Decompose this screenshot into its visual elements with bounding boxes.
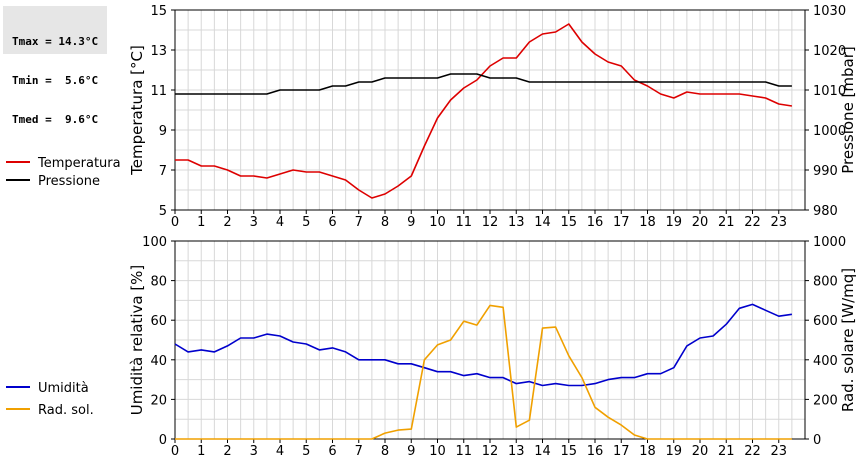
y-tick-label-right: 1020 bbox=[813, 44, 846, 59]
x-tick-label: 5 bbox=[302, 444, 310, 459]
y-axis-title-right: Pressione [mbar] bbox=[839, 46, 857, 174]
y-tick-label-left: 5 bbox=[159, 204, 167, 219]
x-tick-label: 7 bbox=[355, 215, 363, 230]
x-tick-label: 2 bbox=[223, 444, 231, 459]
y-tick-label-right: 1010 bbox=[813, 84, 846, 99]
legend-label: Pressione bbox=[38, 174, 100, 189]
x-tick-label: 11 bbox=[455, 215, 472, 230]
y-tick-label-left: 11 bbox=[150, 84, 167, 99]
y-tick-label-right: 980 bbox=[813, 204, 838, 219]
stat-tmin: Tmin = 5.6°C bbox=[12, 74, 99, 87]
x-tick-label: 11 bbox=[455, 444, 472, 459]
x-tick-label: 13 bbox=[508, 444, 525, 459]
y-axis-title-left: Umidità relativa [%] bbox=[128, 265, 146, 416]
x-tick-label: 10 bbox=[429, 444, 446, 459]
y-axis-title-left: Temperatura [°C] bbox=[128, 45, 146, 176]
x-tick-label: 20 bbox=[692, 215, 709, 230]
x-tick-label: 15 bbox=[560, 444, 577, 459]
y-tick-label-left: 15 bbox=[150, 4, 167, 19]
x-tick-label: 17 bbox=[613, 215, 630, 230]
x-tick-label: 19 bbox=[665, 444, 682, 459]
y-tick-label-left: 9 bbox=[159, 124, 167, 139]
x-tick-label: 10 bbox=[429, 215, 446, 230]
x-tick-label: 22 bbox=[744, 215, 761, 230]
chart-panel-1: 0 1 2 3 4 5 6 7 8 9 10 11 12 13 14 15 16 17 18 19 20 21 22 2357… bbox=[6, 4, 857, 230]
x-tick-label: 12 bbox=[482, 444, 499, 459]
series-line-1-2 bbox=[175, 73, 792, 95]
x-tick-label: 1 bbox=[197, 215, 205, 230]
x-tick-label: 3 bbox=[250, 444, 258, 459]
y-tick-label-left: 40 bbox=[150, 354, 167, 369]
series-line-2-2 bbox=[175, 304, 792, 440]
x-tick-label: 0 bbox=[171, 215, 179, 230]
x-tick-label: 23 bbox=[770, 215, 787, 230]
x-tick-label: 20 bbox=[692, 444, 709, 459]
y-tick-label-right: 1000 bbox=[813, 235, 846, 250]
x-tick-label: 14 bbox=[534, 215, 551, 230]
x-tick-label: 16 bbox=[587, 215, 604, 230]
x-tick-label: 15 bbox=[560, 215, 577, 230]
stat-tmax: Tmax = 14.3°C bbox=[12, 35, 99, 48]
y-tick-label-left: 80 bbox=[150, 275, 167, 290]
x-tick-label: 8 bbox=[381, 444, 389, 459]
x-tick-label: 1 bbox=[197, 444, 205, 459]
y-tick-label-right: 800 bbox=[813, 275, 838, 290]
y-tick-label-left: 20 bbox=[150, 393, 167, 408]
y-tick-label-left: 100 bbox=[142, 235, 167, 250]
x-tick-label: 16 bbox=[587, 444, 604, 459]
x-tick-label: 0 bbox=[171, 444, 179, 459]
x-tick-label: 2 bbox=[223, 215, 231, 230]
x-tick-label: 3 bbox=[250, 215, 258, 230]
x-tick-label: 13 bbox=[508, 215, 525, 230]
y-tick-label-left: 0 bbox=[159, 433, 167, 448]
x-tick-label: 18 bbox=[639, 444, 656, 459]
chart-panel-2: 0 1 2 3 4 5 6 7 8 9 10 11 12 13 14 15 16 17 18 19 20 21 22 2302… bbox=[6, 235, 857, 459]
x-tick-label: 23 bbox=[770, 444, 787, 459]
y-tick-label-left: 13 bbox=[150, 44, 167, 59]
y-tick-label-right: 0 bbox=[813, 433, 821, 448]
series-line-1-1 bbox=[175, 23, 793, 199]
x-tick-label: 6 bbox=[328, 444, 336, 459]
y-tick-label-right: 990 bbox=[813, 164, 838, 179]
x-tick-label: 5 bbox=[302, 215, 310, 230]
x-tick-label: 14 bbox=[534, 444, 551, 459]
x-tick-label: 6 bbox=[328, 215, 336, 230]
x-tick-label: 18 bbox=[639, 215, 656, 230]
x-tick-label: 12 bbox=[482, 215, 499, 230]
x-tick-label: 4 bbox=[276, 444, 284, 459]
x-tick-label: 21 bbox=[718, 215, 735, 230]
stat-tmed: Tmed = 9.6°C bbox=[12, 113, 99, 126]
x-tick-label: 21 bbox=[718, 444, 735, 459]
x-tick-label: 9 bbox=[407, 215, 415, 230]
x-tick-label: 19 bbox=[665, 215, 682, 230]
y-tick-label-right: 600 bbox=[813, 314, 838, 329]
x-tick-label: 9 bbox=[407, 444, 415, 459]
legend-label: Temperatura bbox=[37, 156, 121, 171]
y-axis-title-right: Rad. solare [W/mq] bbox=[839, 268, 857, 412]
x-tick-label: 8 bbox=[381, 215, 389, 230]
y-tick-label-left: 7 bbox=[159, 164, 167, 179]
y-tick-label-right: 1000 bbox=[813, 124, 846, 139]
x-tick-label: 7 bbox=[355, 444, 363, 459]
x-tick-label: 4 bbox=[276, 215, 284, 230]
y-tick-label-right: 1030 bbox=[813, 4, 846, 19]
y-tick-label-left: 60 bbox=[150, 314, 167, 329]
y-tick-label-right: 200 bbox=[813, 393, 838, 408]
legend-label: Umidità bbox=[38, 381, 89, 396]
legend-label: Rad. sol. bbox=[38, 403, 94, 418]
series-line-2-1 bbox=[174, 303, 793, 387]
y-tick-label-right: 400 bbox=[813, 354, 838, 369]
x-tick-label: 17 bbox=[613, 444, 630, 459]
stats-box: Tmax = 14.3°C Tmin = 5.6°C Tmed = 9.6°C bbox=[3, 6, 107, 126]
x-tick-label: 22 bbox=[744, 444, 761, 459]
